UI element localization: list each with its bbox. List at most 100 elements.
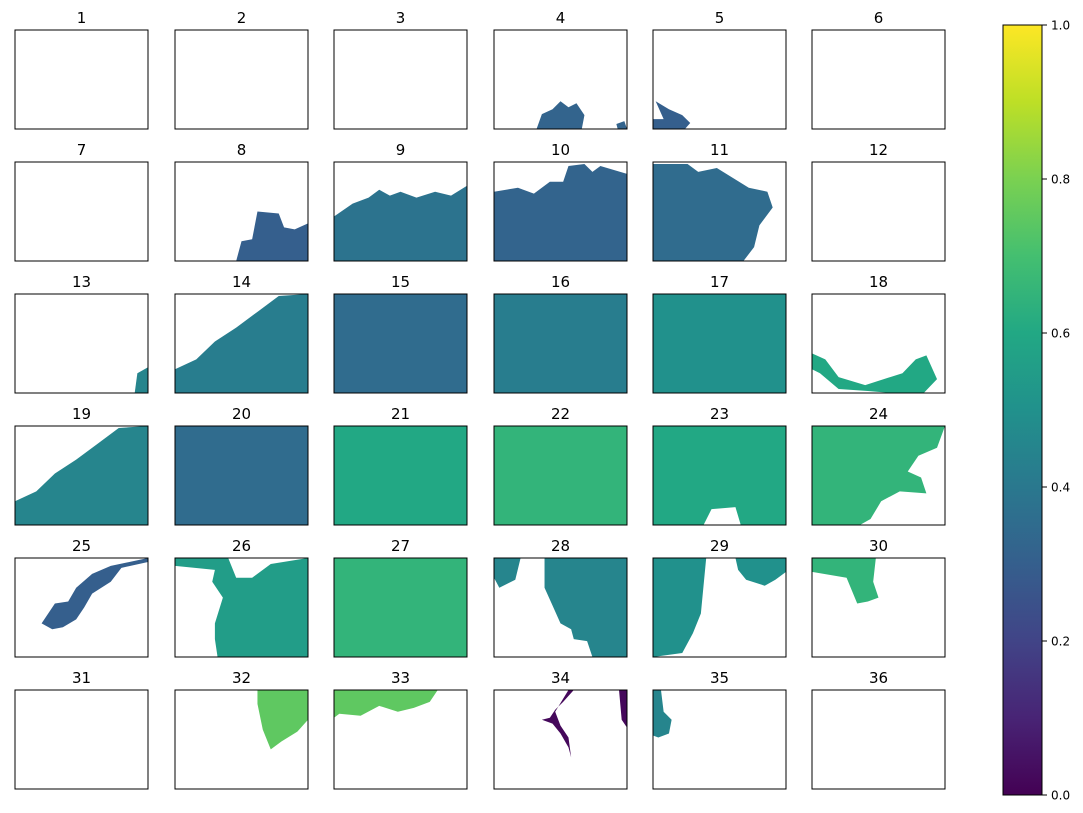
- panel-title: 27: [391, 537, 410, 555]
- panel-title: 8: [237, 141, 247, 159]
- colorbar-tick-label: 0.0: [1051, 789, 1070, 803]
- panel-title: 25: [72, 537, 91, 555]
- panel-17: 17: [652, 273, 787, 394]
- terrain-texture: [334, 558, 467, 657]
- terrain-field: [175, 558, 308, 657]
- panel-28: 28: [493, 537, 628, 658]
- terrain-field: [334, 294, 467, 393]
- panel-frame: [811, 29, 946, 130]
- terrain-field: [812, 353, 938, 393]
- panel-title: 14: [232, 273, 251, 291]
- panel-title: 19: [72, 405, 91, 423]
- panel-title: 20: [232, 405, 251, 423]
- panel-title: 35: [710, 669, 729, 687]
- panel-frame: [652, 689, 787, 790]
- terrain-field: [541, 690, 627, 758]
- terrain-texture: [41, 558, 148, 630]
- terrain-texture: [236, 211, 308, 261]
- panel-frame: [493, 29, 628, 130]
- panel-4: 4: [493, 9, 628, 130]
- panel-9: 9: [333, 141, 468, 262]
- panel-frame: [333, 557, 468, 658]
- panel-title: 3: [396, 9, 406, 27]
- terrain-texture: [494, 426, 627, 525]
- panel-31: 31: [14, 669, 149, 790]
- panel-frame: [811, 689, 946, 790]
- terrain-field: [41, 558, 148, 630]
- colorbar-tick-label: 1.0: [1051, 19, 1070, 33]
- panel-frame: [333, 293, 468, 394]
- terrain-field: [334, 426, 467, 525]
- terrain-texture: [334, 690, 438, 718]
- panel-frame: [652, 161, 787, 262]
- panel-14: 14: [174, 273, 309, 394]
- panel-23: 23: [652, 405, 787, 526]
- panel-19: 19: [14, 405, 149, 526]
- panel-frame: [14, 425, 149, 526]
- panel-frame: [811, 557, 946, 658]
- terrain-texture: [134, 367, 148, 393]
- terrain-texture: [494, 294, 627, 393]
- panel-frame: [14, 293, 149, 394]
- panel-frame: [14, 29, 149, 130]
- terrain-field: [257, 690, 308, 750]
- panel-title: 29: [710, 537, 729, 555]
- terrain-field: [653, 558, 786, 657]
- panel-title: 30: [869, 537, 888, 555]
- terrain-field: [494, 163, 627, 261]
- panel-title: 32: [232, 669, 251, 687]
- panel-title: 12: [869, 141, 888, 159]
- terrain-field: [175, 294, 308, 393]
- terrain-texture: [812, 353, 938, 393]
- panel-title: 31: [72, 669, 91, 687]
- panel-15: 15: [333, 273, 468, 394]
- terrain-texture: [257, 690, 308, 750]
- terrain-texture: [334, 185, 467, 261]
- panel-24: 24: [811, 405, 946, 526]
- terrain-texture: [175, 426, 308, 525]
- panel-frame: [811, 425, 946, 526]
- panel-36: 36: [811, 669, 946, 790]
- panel-32: 32: [174, 669, 309, 790]
- terrain-texture: [334, 294, 467, 393]
- panel-3: 3: [333, 9, 468, 130]
- terrain-field: [334, 690, 438, 718]
- terrain-field: [653, 690, 672, 738]
- terrain-field: [334, 185, 467, 261]
- panel-11: 11: [652, 141, 787, 262]
- panel-33: 33: [333, 669, 468, 790]
- panel-frame: [14, 161, 149, 262]
- panel-26: 26: [174, 537, 309, 658]
- panel-frame: [333, 689, 468, 790]
- terrain-texture: [494, 558, 627, 657]
- panel-frame: [652, 29, 787, 130]
- panel-frame: [333, 425, 468, 526]
- panel-title: 23: [710, 405, 729, 423]
- terrain-texture: [536, 101, 627, 129]
- panel-frame: [174, 425, 309, 526]
- panel-frame: [493, 425, 628, 526]
- terrain-field: [175, 426, 308, 525]
- terrain-texture: [15, 426, 148, 525]
- terrain-texture: [653, 163, 773, 261]
- panel-10: 10: [493, 141, 628, 262]
- colorbar-tick-label: 0.6: [1051, 327, 1070, 341]
- colorbar-tick-label: 0.8: [1051, 173, 1070, 187]
- panel-title: 10: [551, 141, 570, 159]
- panel-title: 11: [710, 141, 729, 159]
- panel-frame: [652, 425, 787, 526]
- panel-7: 7: [14, 141, 149, 262]
- terrain-field: [15, 426, 148, 525]
- panel-12: 12: [811, 141, 946, 262]
- terrain-field: [536, 101, 627, 129]
- panel-6: 6: [811, 9, 946, 130]
- panel-title: 18: [869, 273, 888, 291]
- panel-title: 13: [72, 273, 91, 291]
- panel-title: 34: [551, 669, 570, 687]
- terrain-texture: [653, 426, 786, 525]
- colorbar-tick-label: 0.4: [1051, 481, 1070, 495]
- colorbar-gradient: [1003, 25, 1042, 795]
- panel-title: 26: [232, 537, 251, 555]
- panel-title: 28: [551, 537, 570, 555]
